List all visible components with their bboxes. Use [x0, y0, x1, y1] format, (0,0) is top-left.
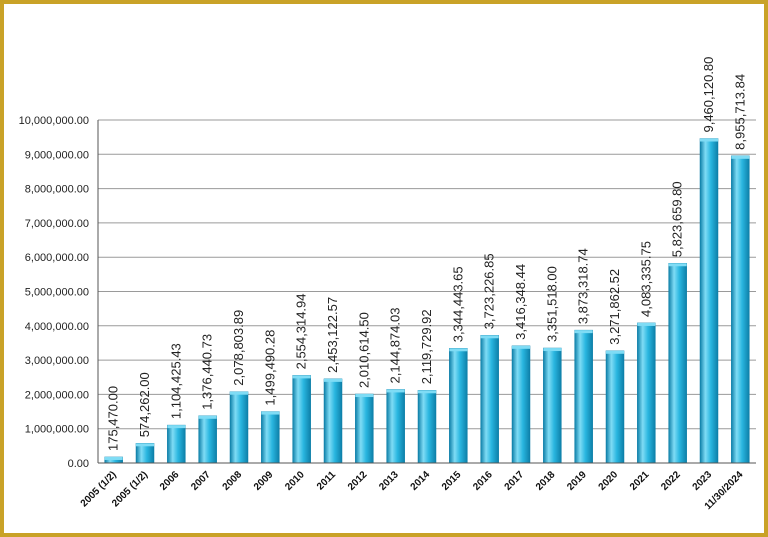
bar	[292, 375, 311, 464]
x-tick-label: 2010	[283, 469, 307, 493]
x-tick-label: 2006	[158, 469, 182, 493]
bar	[417, 390, 437, 464]
x-tick-label: 2022	[659, 469, 683, 493]
y-tick-label: 2,000,000.00	[25, 389, 89, 401]
data-label: 3,351,518.00	[544, 266, 559, 342]
bar	[480, 335, 499, 464]
x-tick-label: 2012	[346, 469, 370, 493]
data-label: 574,262.00	[137, 372, 152, 437]
bar-cap	[261, 411, 280, 415]
x-tick-label: 2007	[189, 469, 213, 493]
data-label: 8,955,713.84	[732, 74, 747, 150]
bars	[104, 138, 750, 464]
bar-cap	[418, 390, 436, 394]
data-label: 5,823,659.80	[670, 181, 685, 257]
y-tick-label: 3,000,000.00	[25, 355, 89, 367]
bar-cap	[480, 335, 499, 339]
data-label: 2,119,729.92	[419, 309, 434, 384]
bar-cap	[543, 348, 562, 352]
bar-cap	[292, 375, 311, 379]
x-tick-label: 2009	[252, 469, 276, 493]
bar	[543, 347, 562, 464]
bar-cap	[167, 425, 186, 429]
data-label: 1,376,440.73	[200, 334, 215, 410]
x-tick-label: 2016	[471, 469, 495, 493]
bar-cap	[104, 456, 123, 460]
y-tick-label: 0.00	[68, 458, 89, 470]
bar	[167, 424, 186, 464]
x-tick-label: 2018	[534, 469, 558, 493]
bar-cap	[668, 263, 687, 267]
y-tick-label: 5,000,000.00	[25, 287, 89, 299]
bar	[229, 391, 249, 464]
x-tick-label: 2020	[597, 469, 621, 493]
x-tick-label: 2017	[503, 469, 527, 493]
x-tick-label: 2015	[440, 469, 464, 493]
y-tick-label: 4,000,000.00	[25, 321, 89, 333]
bar	[261, 411, 280, 464]
bar-cap	[731, 155, 750, 159]
x-tick-label: 2011	[315, 469, 338, 492]
y-tick-label: 6,000,000.00	[25, 252, 89, 264]
bar	[731, 155, 750, 464]
data-label: 175,470.00	[106, 386, 121, 451]
bar	[637, 322, 656, 464]
x-tick-label: 2023	[691, 469, 715, 493]
bar-cap	[386, 389, 405, 393]
bar	[574, 329, 593, 464]
bar-cap	[230, 391, 248, 395]
bar	[386, 389, 405, 464]
bar	[198, 415, 217, 464]
data-label: 9,460,120.80	[701, 57, 716, 133]
data-label: 4,083,335.75	[638, 241, 653, 317]
bar-cap	[606, 350, 624, 354]
x-tick-label: 2014	[409, 469, 433, 493]
bar	[449, 348, 468, 464]
data-labels: 175,470.00 574,262.00 1,104,425.43 1,376,44…	[106, 57, 748, 451]
bar	[323, 378, 343, 464]
x-tick-label: 2021	[628, 469, 652, 493]
data-label: 2,554,314.94	[294, 293, 309, 369]
data-label: 2,144,874.03	[388, 308, 403, 384]
bar	[511, 345, 531, 464]
data-label: 1,104,425.43	[168, 343, 183, 419]
y-tick-label: 8,000,000.00	[25, 184, 89, 196]
data-label: 3,344,443.65	[450, 266, 465, 342]
data-label: 2,453,122.57	[325, 297, 340, 373]
bar-chart: 175,470.00 574,262.00 1,104,425.43 1,376,44…	[19, 57, 756, 512]
data-label: 1,499,490.28	[262, 330, 277, 406]
bar	[605, 350, 625, 464]
bar-cap	[449, 348, 468, 352]
data-label: 3,271,862.52	[607, 269, 622, 345]
bar-cap	[512, 345, 530, 349]
x-tick-label: 2008	[221, 469, 245, 493]
y-tick-label: 7,000,000.00	[25, 218, 89, 230]
y-tick-label: 9,000,000.00	[25, 149, 89, 161]
data-label: 3,723,226.85	[482, 253, 497, 329]
data-label: 3,873,318.74	[576, 248, 591, 324]
data-label: 2,078,803.89	[231, 310, 246, 386]
bar-cap	[324, 378, 342, 382]
x-tick-label: 2013	[377, 469, 401, 493]
bar-cap	[574, 330, 593, 334]
bar-cap	[700, 138, 718, 142]
bar-cap	[198, 415, 217, 419]
y-tick-label: 1,000,000.00	[25, 424, 89, 436]
bar	[355, 393, 374, 464]
bar-cap	[637, 322, 656, 326]
bar-cap	[136, 443, 154, 447]
data-label: 2,010,614.50	[356, 312, 371, 388]
bar	[699, 138, 719, 464]
bar	[668, 262, 687, 464]
x-tick-label: 2019	[565, 469, 589, 493]
bar-cap	[355, 394, 374, 398]
y-tick-label: 10,000,000.00	[19, 115, 89, 127]
data-label: 3,416,348.44	[513, 264, 528, 340]
